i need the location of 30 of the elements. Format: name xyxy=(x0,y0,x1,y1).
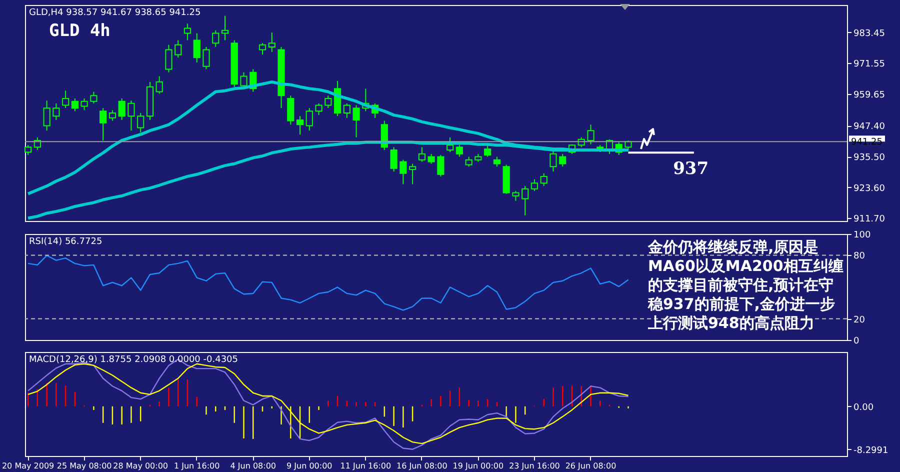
chart-subtitle: GLD,H4 938.57 941.67 938.65 941.25 xyxy=(29,8,201,18)
x-tick-label: 28 May 00:00 xyxy=(113,462,168,470)
x-tick-label: 4 Jun 08:00 xyxy=(230,462,276,470)
y-tick-label: 0.00 xyxy=(854,402,874,413)
x-tick-label: 9 Jun 00:00 xyxy=(286,462,332,470)
y-tick-label: 983.45 xyxy=(854,28,885,39)
annotation: 937 xyxy=(673,159,709,179)
y-tick-label: 100 xyxy=(854,230,871,240)
annotation: 金价仍将继续反弹,原因是MA60以及MA200相互纠缠的支撑目前被守住,预计在守稳937的前提下,金价进一步上行测试948的高点阻力 xyxy=(648,238,844,333)
x-tick-label: 1 Jun 16:00 xyxy=(174,462,220,470)
y-tick-label: 20 xyxy=(854,315,866,326)
y-tick-label: 959.65 xyxy=(854,90,885,100)
y-tick-label: 80 xyxy=(854,252,866,262)
text: GLD 4h xyxy=(49,21,110,41)
chart-title: MACD(12,26,9) 1.8755 2.0908 0.0000 -0.4305 xyxy=(29,355,238,365)
y-tick-label: 947.40 xyxy=(854,122,886,132)
x-tick-label: 19 Jun 00:00 xyxy=(452,462,504,470)
x-tick-label: 16 Jun 08:00 xyxy=(396,462,448,470)
x-tick-label: 20 May 2009 xyxy=(2,462,54,470)
y-tick-label: 923.60 xyxy=(854,184,886,194)
y-tick-label: 971.55 xyxy=(854,60,885,70)
y-tick-label: 0 xyxy=(854,336,860,346)
x-tick-label: 23 Jun 16:00 xyxy=(509,462,560,470)
y-tick-label: 911.70 xyxy=(854,214,886,225)
y-tick-label: 935.50 xyxy=(854,153,886,164)
x-tick-label: 26 Jun 08:00 xyxy=(565,462,616,470)
x-tick-label: 25 May 08:00 xyxy=(56,462,112,470)
x-tick-label: 11 Jun 16:00 xyxy=(340,462,392,470)
y-tick-label: -8.2991 xyxy=(854,446,888,456)
chart-title: RSI(14) 56.7725 xyxy=(29,237,102,247)
